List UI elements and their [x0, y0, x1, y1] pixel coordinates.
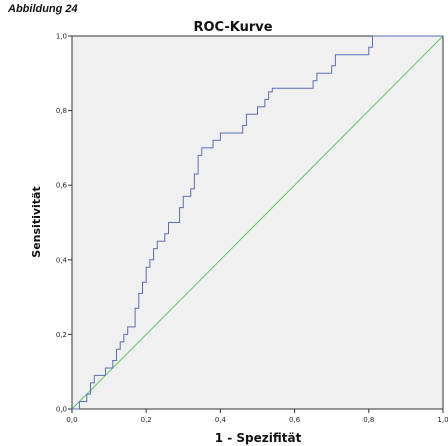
x-axis-title: 1 - Spezifität [215, 431, 302, 445]
axis-ticks: 0,0 0,2 0,4 0,6 0,8 1,0 0,0 0,2 0,4 0,6 0,8 1,0 [56, 33, 448, 425]
y-tick-label: 1,0 [56, 33, 67, 41]
y-tick-label: 0,4 [56, 256, 68, 264]
y-tick-label: 0,0 [56, 406, 67, 414]
y-tick-label: 0,6 [56, 182, 68, 190]
x-tick-label: 0,0 [66, 416, 77, 424]
x-tick-label: 0,4 [215, 416, 227, 424]
x-tick-label: 1,0 [437, 416, 448, 424]
x-tick-label: 0,8 [363, 416, 374, 424]
x-tick-label: 0,6 [289, 416, 301, 424]
y-tick-label: 0,8 [56, 107, 67, 115]
chart-title: ROC-Kurve [193, 20, 272, 35]
y-axis-title: Sensitivität [30, 186, 43, 257]
y-tick-label: 0,2 [56, 331, 67, 339]
reference-diagonal-line [71, 35, 444, 410]
figure-label: Abbildung 24 [8, 3, 78, 15]
series-layer [71, 35, 444, 410]
roc-curve-line [72, 35, 443, 410]
x-tick-label: 0,2 [141, 416, 152, 424]
